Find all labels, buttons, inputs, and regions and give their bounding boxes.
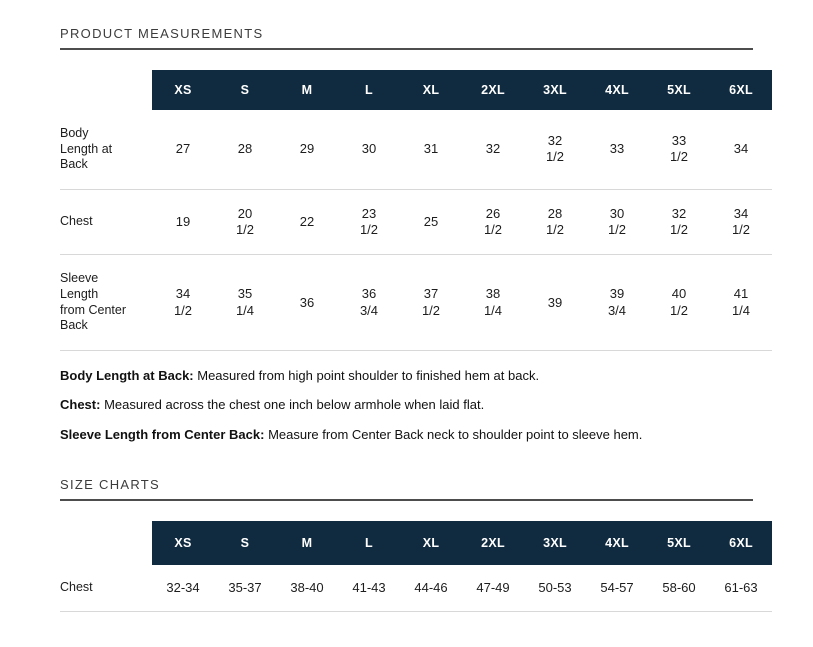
size-header-3xl: 3XL (524, 70, 586, 110)
measurement-value: 30 (338, 110, 400, 190)
description-term: Chest: (60, 397, 101, 413)
row-label: Sleeve Length from Center Back (60, 254, 152, 351)
size-header-m: M (276, 70, 338, 110)
header-corner-cell (60, 521, 152, 565)
size-header-s: S (214, 70, 276, 110)
size-header-xl: XL (400, 520, 462, 565)
size-header-xs: XS (152, 70, 214, 110)
measurement-value: 34 (710, 110, 772, 190)
description-text: Measured from high point shoulder to fin… (197, 367, 540, 383)
table-row-sleeve-length: Sleeve Length from Center Back 34 1/2 35… (60, 254, 772, 351)
size-header-4xl: 4XL (586, 70, 648, 110)
size-range-value: 58-60 (648, 564, 710, 612)
measurement-value: 32 1/2 (524, 110, 586, 190)
measurement-value: 39 3/4 (586, 254, 648, 351)
size-header-l: L (338, 70, 400, 110)
measurement-value: 31 (400, 110, 462, 190)
measurement-value: 23 1/2 (338, 189, 400, 256)
measurement-descriptions: Body Length at Back: Measured from high … (60, 368, 753, 443)
size-header-6xl: 6XL (710, 70, 772, 110)
measurement-value: 19 (152, 189, 214, 256)
size-header-xl: XL (400, 70, 462, 110)
table-row-body-length: Body Length at Back 27 28 29 30 31 32 32… (60, 110, 772, 190)
size-header-4xl: 4XL (586, 520, 648, 565)
size-range-value: 50-53 (524, 564, 586, 612)
measurement-value: 32 (462, 110, 524, 190)
description-term: Body Length at Back: (60, 367, 194, 383)
size-header-5xl: 5XL (648, 520, 710, 565)
size-range-value: 54-57 (586, 564, 648, 612)
measurement-value: 33 1/2 (648, 110, 710, 190)
measurement-value: 34 1/2 (710, 189, 772, 256)
header-corner-cell (60, 70, 152, 110)
measurement-value: 22 (276, 189, 338, 256)
size-header-m: M (276, 520, 338, 565)
measurement-value: 40 1/2 (648, 254, 710, 351)
measurement-value: 20 1/2 (214, 189, 276, 256)
size-header-5xl: 5XL (648, 70, 710, 110)
size-header-xs: XS (152, 520, 214, 565)
size-range-value: 32-34 (152, 564, 214, 612)
measurement-value: 33 (586, 110, 648, 190)
size-chart-table: XS S M L XL 2XL 3XL 4XL 5XL 6XL Chest 32… (60, 520, 772, 612)
size-header-2xl: 2XL (462, 70, 524, 110)
size-range-value: 38-40 (276, 564, 338, 612)
measurement-value: 38 1/4 (462, 254, 524, 351)
measurement-value: 36 (276, 254, 338, 351)
measurement-value: 36 3/4 (338, 254, 400, 351)
description-chest: Chest: Measured across the chest one inc… (60, 397, 753, 413)
measurement-value: 29 (276, 110, 338, 190)
size-header-s: S (214, 520, 276, 565)
description-text: Measured across the chest one inch below… (104, 397, 485, 413)
measurement-value: 32 1/2 (648, 189, 710, 256)
size-charts-title: SIZE CHARTS (60, 477, 753, 501)
size-range-value: 41-43 (338, 564, 400, 612)
measurement-value: 28 1/2 (524, 189, 586, 256)
measurement-value: 41 1/4 (710, 254, 772, 351)
description-text: Measure from Center Back neck to shoulde… (268, 427, 643, 443)
size-header-6xl: 6XL (710, 520, 772, 565)
table-row-chest-range: Chest 32-34 35-37 38-40 41-43 44-46 47-4… (60, 564, 772, 612)
measurement-value: 25 (400, 189, 462, 256)
page: PRODUCT MEASUREMENTS XS S M L XL 2XL 3XL… (60, 26, 772, 612)
size-header-2xl: 2XL (462, 520, 524, 565)
size-range-value: 44-46 (400, 564, 462, 612)
measurement-value: 34 1/2 (152, 254, 214, 351)
product-measurements-title: PRODUCT MEASUREMENTS (60, 26, 753, 50)
size-range-value: 35-37 (214, 564, 276, 612)
product-measurements-table: XS S M L XL 2XL 3XL 4XL 5XL 6XL Body Len… (60, 70, 772, 351)
measurement-value: 30 1/2 (586, 189, 648, 256)
description-body-length: Body Length at Back: Measured from high … (60, 368, 753, 384)
table-row-chest: Chest 19 20 1/2 22 23 1/2 25 26 1/2 28 1… (60, 189, 772, 256)
description-term: Sleeve Length from Center Back: (60, 427, 265, 443)
description-sleeve-length: Sleeve Length from Center Back: Measure … (60, 427, 753, 443)
size-range-value: 47-49 (462, 564, 524, 612)
size-header-row: XS S M L XL 2XL 3XL 4XL 5XL 6XL (60, 70, 772, 110)
size-header-l: L (338, 520, 400, 565)
size-range-value: 61-63 (710, 564, 772, 612)
row-label: Body Length at Back (60, 110, 152, 190)
size-header-3xl: 3XL (524, 520, 586, 565)
measurement-value: 37 1/2 (400, 254, 462, 351)
measurement-value: 28 (214, 110, 276, 190)
measurement-value: 35 1/4 (214, 254, 276, 351)
measurement-value: 27 (152, 110, 214, 190)
measurement-value: 39 (524, 254, 586, 351)
row-label: Chest (60, 189, 152, 256)
row-label: Chest (60, 564, 152, 612)
size-header-row: XS S M L XL 2XL 3XL 4XL 5XL 6XL (60, 520, 772, 565)
measurement-value: 26 1/2 (462, 189, 524, 256)
